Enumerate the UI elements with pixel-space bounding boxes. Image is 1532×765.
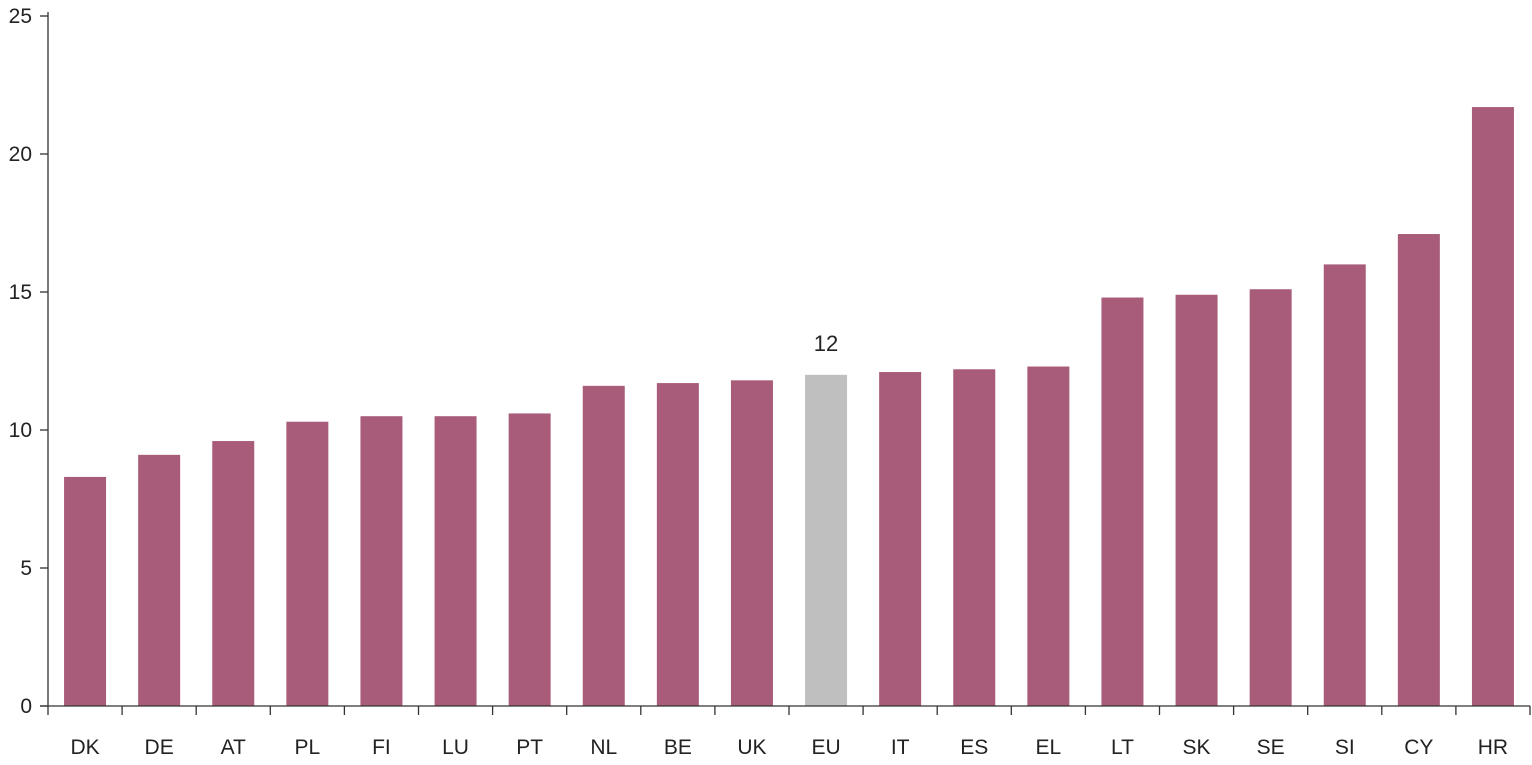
x-tick-label-nl: NL bbox=[590, 736, 617, 759]
x-tick-label-sk: SK bbox=[1183, 736, 1211, 759]
bars-group bbox=[64, 107, 1514, 707]
x-tick-label-be: BE bbox=[664, 736, 692, 759]
y-axis: 0 5 10 15 20 25 bbox=[9, 5, 49, 718]
bar-pt bbox=[508, 413, 551, 706]
data-label-eu: 12 bbox=[814, 331, 838, 356]
x-tick-label-el: EL bbox=[1036, 736, 1062, 759]
x-tick-label-at: AT bbox=[221, 736, 246, 759]
x-tick-label-fi: FI bbox=[372, 736, 391, 759]
bar-se bbox=[1249, 289, 1292, 706]
x-tick-label-uk: UK bbox=[737, 736, 766, 759]
x-tick-label-eu: EU bbox=[811, 736, 840, 759]
x-tick-label-es: ES bbox=[960, 736, 988, 759]
x-tick-label-hr: HR bbox=[1478, 736, 1508, 759]
x-tick-label-lt: LT bbox=[1111, 736, 1134, 759]
y-tick-label: 0 bbox=[20, 695, 32, 718]
bar-fi bbox=[360, 416, 403, 706]
x-tick-label-pt: PT bbox=[516, 736, 543, 759]
bar-it bbox=[879, 372, 922, 706]
bar-dk bbox=[64, 476, 107, 706]
y-tick-label: 5 bbox=[20, 557, 32, 580]
x-tick-label-lu: LU bbox=[442, 736, 469, 759]
bar-eu bbox=[805, 374, 848, 706]
bar-lt bbox=[1101, 297, 1144, 706]
bar-uk bbox=[730, 380, 773, 706]
x-axis: DK DE AT PL FI LU PT NL BE UK EU IT ES EL LT SK SE SI CY HR bbox=[40, 705, 1531, 759]
x-tick-label-it: IT bbox=[891, 736, 910, 759]
x-tick-label-cy: CY bbox=[1404, 736, 1433, 759]
bar-be bbox=[656, 383, 699, 706]
bar-sk bbox=[1175, 294, 1218, 706]
y-tick-label: 10 bbox=[9, 419, 32, 442]
x-tick-label-dk: DK bbox=[70, 736, 99, 759]
x-tick-label-pl: PL bbox=[295, 736, 321, 759]
bar-nl bbox=[582, 385, 625, 706]
bar-pl bbox=[286, 421, 329, 706]
bar-de bbox=[138, 454, 181, 706]
data-labels-group: 12 bbox=[814, 331, 838, 356]
x-tick-label-se: SE bbox=[1257, 736, 1285, 759]
bar-at bbox=[212, 441, 255, 706]
bar-es bbox=[953, 369, 996, 706]
y-tick-label: 15 bbox=[9, 281, 32, 304]
bar-cy bbox=[1397, 234, 1440, 707]
x-tick-label-si: SI bbox=[1335, 736, 1355, 759]
y-tick-label: 25 bbox=[9, 5, 32, 28]
bar-lu bbox=[434, 416, 477, 706]
bar-hr bbox=[1471, 107, 1514, 706]
x-tick-label-de: DE bbox=[145, 736, 174, 759]
bar-si bbox=[1323, 264, 1366, 706]
bar-el bbox=[1027, 366, 1070, 706]
y-tick-label: 20 bbox=[9, 143, 32, 166]
